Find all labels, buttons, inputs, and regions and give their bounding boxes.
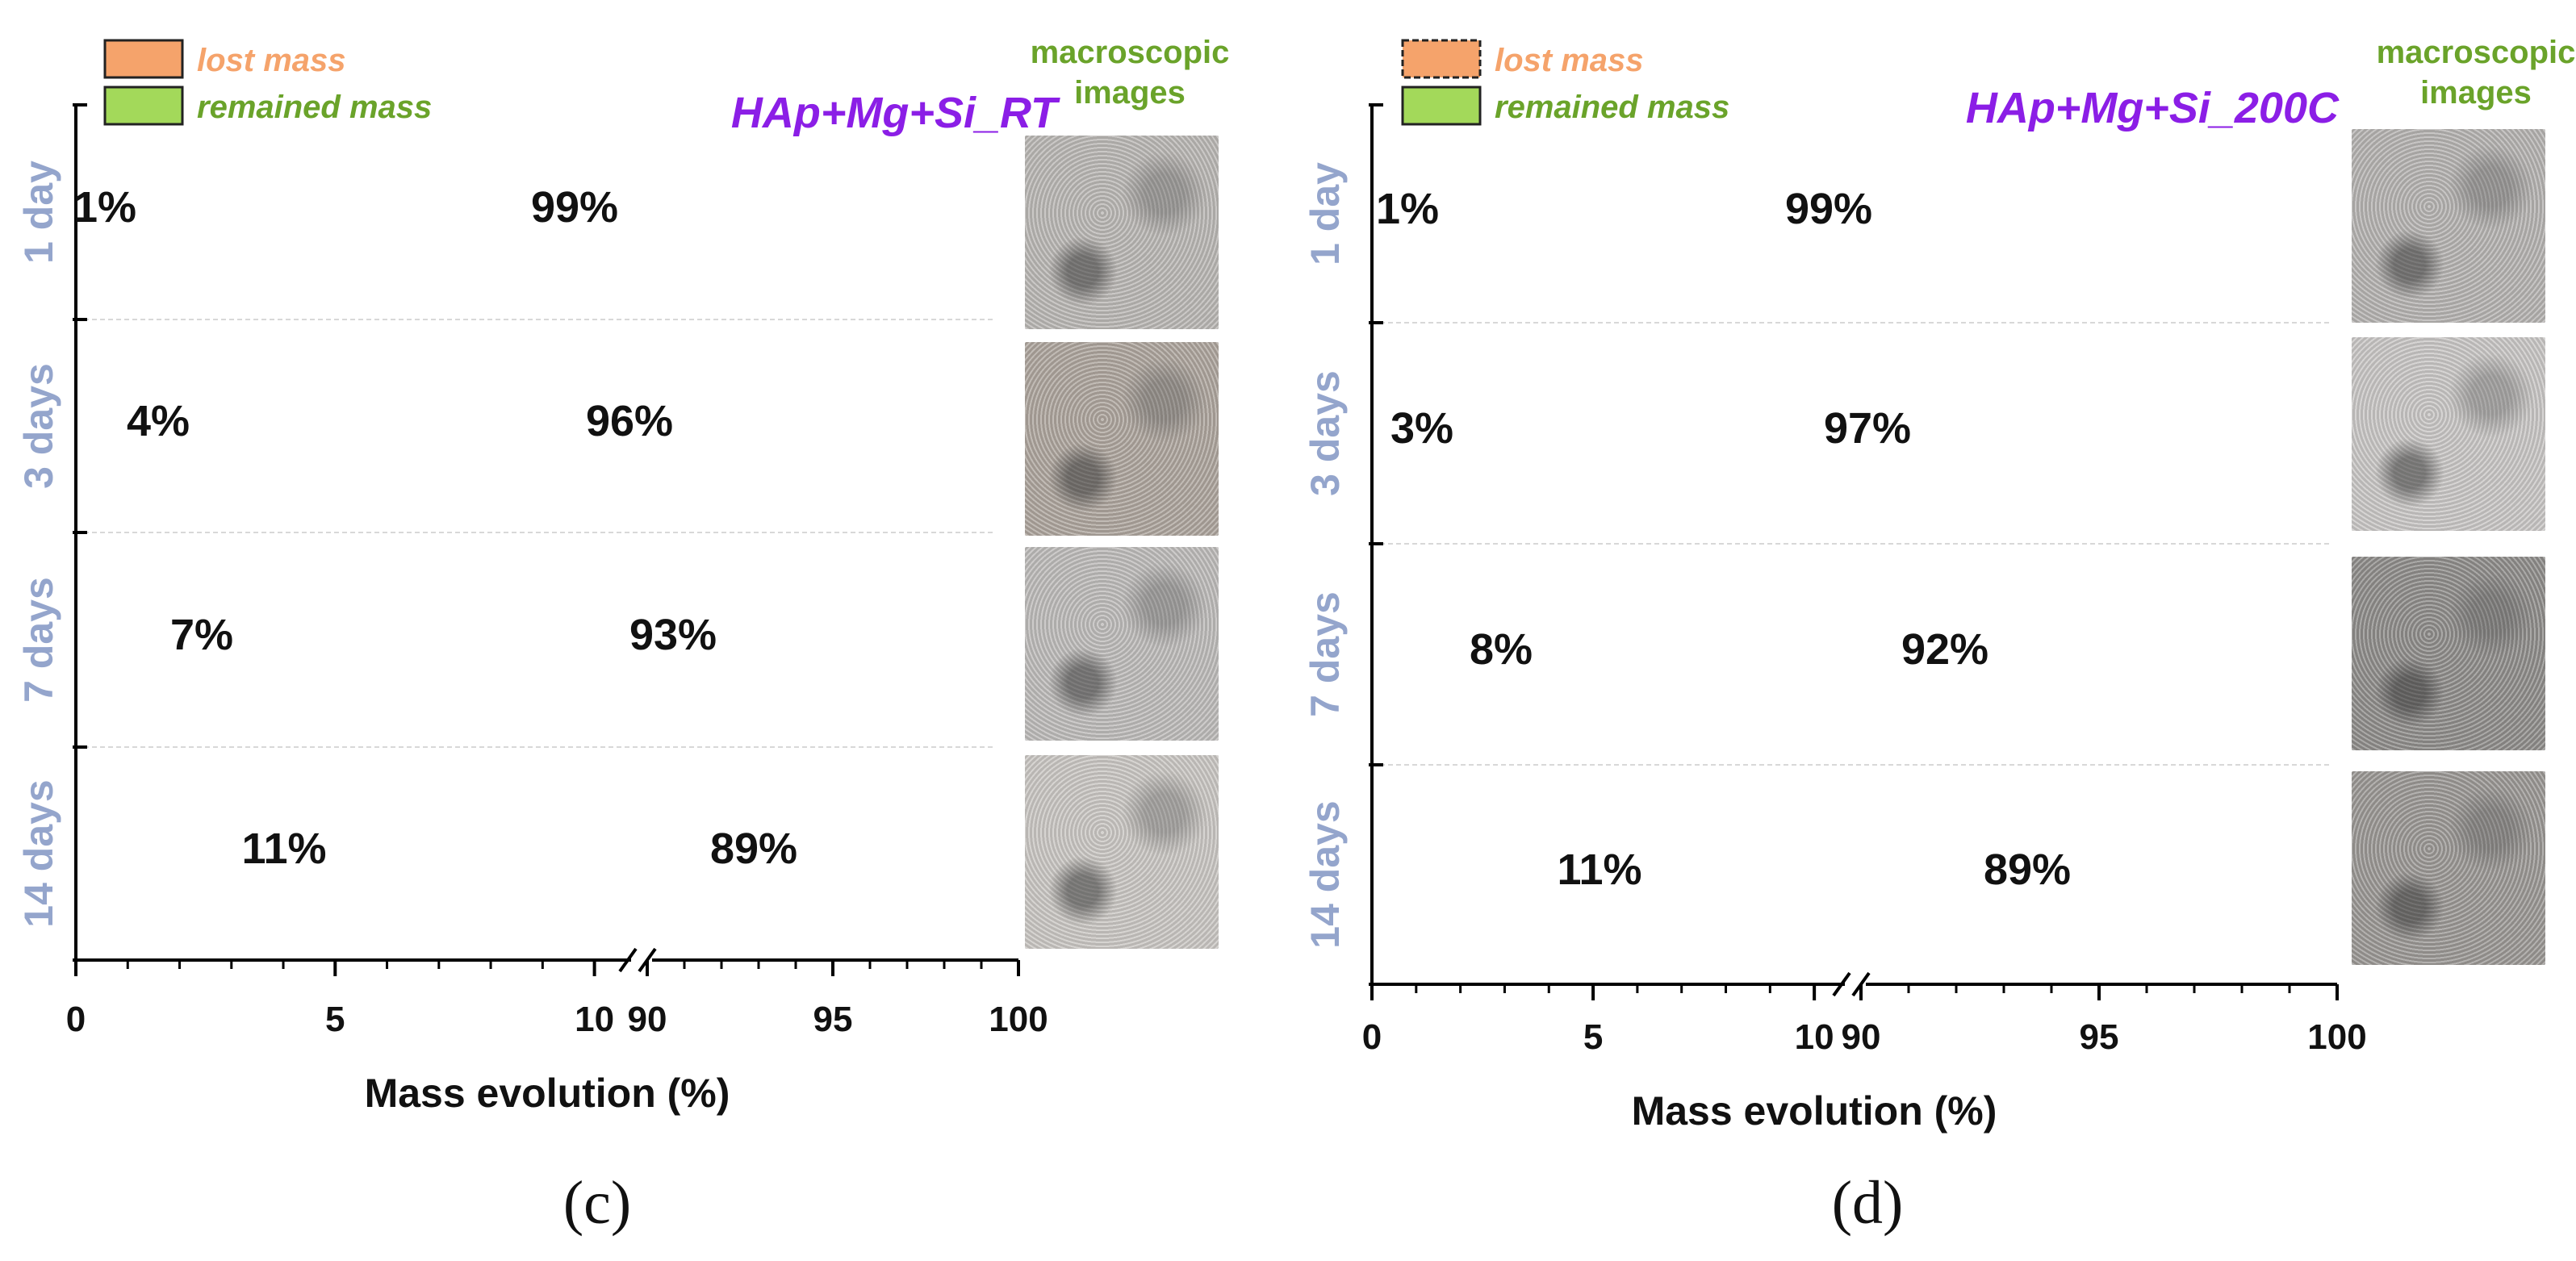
x-axis-label: Mass evolution (%) [365, 1071, 730, 1116]
remained-mass-label: 97% [1824, 404, 1911, 453]
lost-mass-label: 11% [1557, 846, 1641, 894]
images-caption-line1: macroscopic [2377, 35, 2576, 70]
panel-c: 0 5 10 90 95 100 Mass evolution (%) 1 day 3 days… [16, 35, 1230, 1237]
remained-mass-label: 92% [1901, 625, 1988, 674]
chart-title: HAp+Mg+Si_RT [731, 89, 1060, 137]
legend-label-remained: remained mass [197, 90, 432, 125]
legend-label-lost: lost mass [197, 43, 346, 78]
category-label: 7 days [1303, 591, 1348, 717]
images-caption-line1: macroscopic [1031, 35, 1230, 70]
chart-c: 0 5 10 90 95 100 Mass evolution (%) 1 day 3 days… [16, 35, 1230, 1116]
legend-label-remained: remained mass [1495, 90, 1729, 125]
x-tick-label: 10 [575, 1000, 614, 1039]
category-label: 7 days [16, 577, 61, 703]
x-tick-label: 5 [325, 1000, 345, 1039]
category-label: 1 day [1303, 162, 1348, 265]
x-tick-label: 10 [1795, 1017, 1834, 1057]
x-tick-label: 0 [1362, 1017, 1382, 1057]
panel-label: (c) [562, 1169, 632, 1237]
lost-mass-label: 11% [241, 825, 326, 873]
remained-mass-label: 99% [531, 183, 618, 232]
axis-break-mark [1832, 971, 1851, 997]
lost-mass-label: 7% [170, 611, 233, 659]
lost-mass-label: 3% [1390, 404, 1453, 453]
remained-mass-label: 89% [1984, 846, 2071, 894]
x-tick-label: 90 [1842, 1017, 1881, 1057]
x-tick-label: 100 [989, 1000, 1048, 1039]
category-label: 1 day [16, 161, 61, 264]
sample-image-7-days [1025, 547, 1219, 741]
remained-mass-label: 99% [1785, 185, 1872, 233]
x-tick-label: 95 [813, 1000, 853, 1039]
category-label: 3 days [1303, 370, 1348, 496]
sample-image-1-day [2352, 129, 2545, 323]
legend-swatch-remained [1401, 86, 1482, 126]
x-tick-label: 90 [628, 1000, 667, 1039]
chart-d: 0 5 10 90 95 100 Mass evolution (%) 1 day 3 days… [1303, 35, 2576, 1134]
axis-break-mark [618, 947, 638, 973]
remained-mass-label: 96% [586, 397, 673, 445]
images-caption-line2: images [1074, 75, 1186, 111]
lost-mass-label: 8% [1470, 625, 1533, 674]
sample-image-3-days [2352, 337, 2545, 531]
x-axis-label: Mass evolution (%) [1632, 1088, 1997, 1134]
remained-mass-label: 93% [629, 611, 717, 659]
x-tick-label: 5 [1583, 1017, 1603, 1057]
legend-label-lost: lost mass [1495, 43, 1644, 78]
legend-swatch-lost [103, 39, 184, 79]
category-label: 14 days [1303, 800, 1348, 948]
images-caption-line2: images [2420, 75, 2532, 111]
x-tick-label: 95 [2080, 1017, 2119, 1057]
panel-label: (d) [1831, 1169, 1904, 1237]
panel-d: 0 5 10 90 95 100 Mass evolution (%) 1 day 3 days… [1288, 0, 2576, 1261]
sample-image-14-days [2352, 771, 2545, 965]
lost-mass-label: 1% [73, 183, 136, 232]
sample-image-7-days [2352, 557, 2545, 750]
chart-title: HAp+Mg+Si_200C [1966, 84, 2340, 132]
category-label: 3 days [16, 363, 61, 489]
legend-swatch-remained [103, 86, 184, 126]
legend-swatch-lost [1401, 39, 1482, 79]
x-tick-label: 100 [2307, 1017, 2366, 1057]
category-label: 14 days [16, 779, 61, 927]
lost-mass-label: 1% [1376, 185, 1439, 233]
sample-image-1-day [1025, 136, 1219, 329]
lost-mass-label: 4% [127, 397, 190, 445]
sample-image-3-days [1025, 342, 1219, 536]
x-tick-label: 0 [66, 1000, 86, 1039]
sample-image-14-days [1025, 755, 1219, 949]
remained-mass-label: 89% [710, 825, 797, 873]
